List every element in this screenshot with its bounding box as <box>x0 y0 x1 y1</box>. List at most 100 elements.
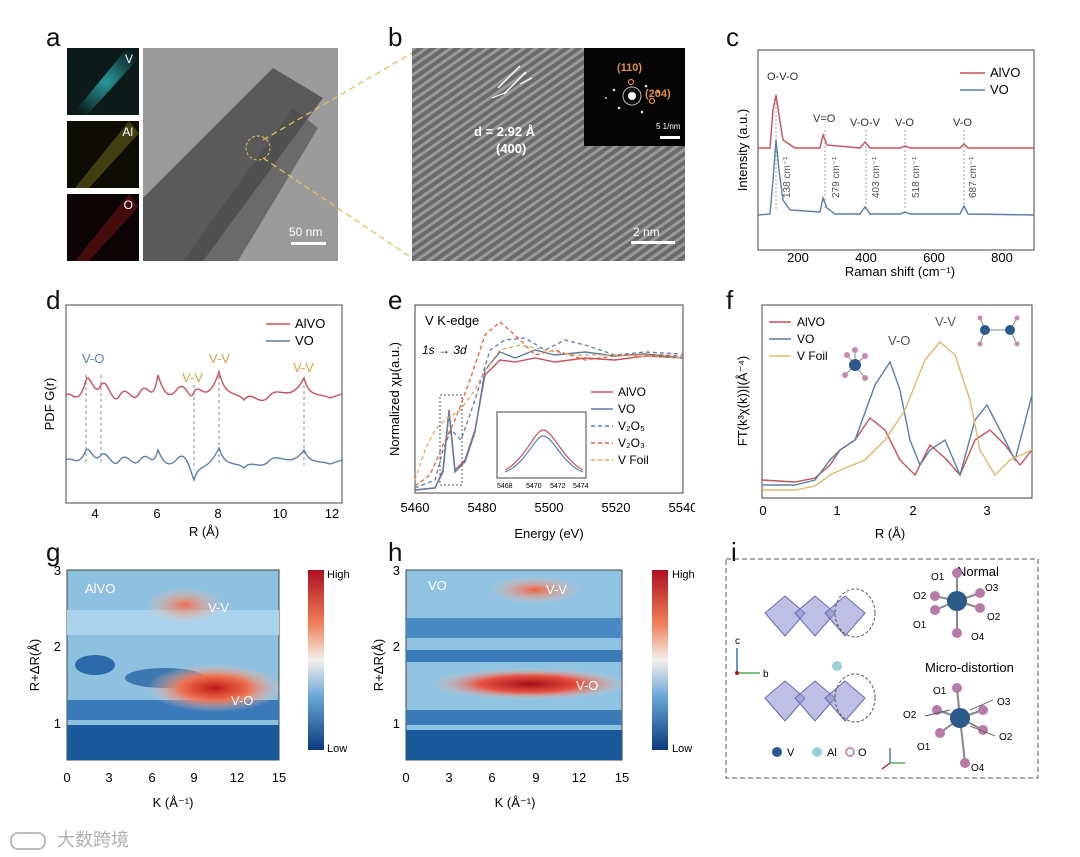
wt-vo-xlabel: K (Å⁻¹) <box>495 795 536 810</box>
raman-xtick-1: 400 <box>855 250 877 265</box>
xanes-legend-v2o5: V₂O₅ <box>618 419 645 433</box>
tem-image-graphic <box>143 48 338 261</box>
panel-label-h: h <box>388 537 403 567</box>
eds-map-al: Al <box>67 121 139 188</box>
exafs-legend-alvo: AlVO <box>797 315 825 329</box>
wt-vo-ytick-1: 2 <box>393 639 400 654</box>
wt-alvo-ytick-1: 2 <box>54 639 61 654</box>
saed-spot-110: (110) <box>617 62 643 74</box>
raman-xtick-0: 200 <box>787 250 809 265</box>
watermark: 大数跨境 <box>10 826 129 852</box>
xanes-xtick-3: 5520 <box>602 500 631 515</box>
vv-cluster-icon <box>977 315 1020 347</box>
pdf-annot-vv-2: V-V <box>209 351 230 366</box>
distort-o-1: O3 <box>997 697 1011 708</box>
wt-alvo-annot-vo: V-O <box>231 693 253 708</box>
pdf-xtick-1: 6 <box>153 506 160 521</box>
exafs-legend-vo: VO <box>797 332 814 346</box>
pdf-xtick-3: 10 <box>273 506 287 521</box>
exafs-series-vfoil <box>762 341 1033 491</box>
pdf-xtick-2: 8 <box>214 506 221 521</box>
wt-alvo-xtick-3: 9 <box>190 770 197 785</box>
pdf-series-vo <box>65 446 343 483</box>
axis-icon <box>735 648 760 675</box>
wt-alvo-cbar-high: High <box>327 569 350 581</box>
raman-legend-alvo: AlVO <box>990 65 1020 80</box>
wt-vo-xtick-5: 15 <box>615 770 629 785</box>
pdf-ylabel: PDF G(r) <box>42 378 57 431</box>
panel-label-g: g <box>46 537 61 567</box>
raman-legend-vo: VO <box>990 82 1009 97</box>
raman-chart: Intensity (a.u.) Raman shift (cm⁻¹) 200 … <box>735 49 1035 279</box>
raman-series-vo <box>757 139 1035 216</box>
wt-vo-name: VO <box>428 578 447 593</box>
wt-vo-cbar-high: High <box>672 569 695 581</box>
xanes-legend-alvo: AlVO <box>618 385 646 399</box>
xanes-xtick-0: 5460 <box>401 500 430 515</box>
wt-vo-colorbar <box>652 570 668 750</box>
pdf-xtick-0: 4 <box>91 506 98 521</box>
xanes-xtick-1: 5480 <box>468 500 497 515</box>
raman-series-alvo <box>758 94 1034 149</box>
structure-normal-label: Normal <box>957 564 999 579</box>
eds-map-o: O <box>67 194 139 261</box>
wt-alvo-annot-vv: V-V <box>208 600 229 615</box>
wt-vo-xtick-0: 0 <box>402 770 409 785</box>
panel-label-b: b <box>388 22 403 52</box>
xanes-xlabel: Energy (eV) <box>514 526 583 541</box>
pdf-series-alvo <box>65 369 343 402</box>
tem-image: 50 nm <box>143 48 338 261</box>
wt-vo-xtick-1: 3 <box>445 770 452 785</box>
normal-o-1: O2 <box>913 591 927 602</box>
distort-o-0: O1 <box>933 686 947 697</box>
wt-vo-xtick-4: 12 <box>572 770 586 785</box>
wt-alvo-chart: AlVO V-V V-O R+ΔR(Å) K (Å⁻¹) 0 3 6 9 12 … <box>27 563 350 810</box>
legend-o: O <box>858 747 867 759</box>
xanes-inset <box>496 411 587 479</box>
saed-graphic <box>605 78 680 139</box>
octahedra-top <box>764 595 866 637</box>
distort-o-3: O2 <box>999 732 1013 743</box>
xanes-arrow-text: 1s → 3d <box>422 343 467 357</box>
vo6-cluster-icon <box>842 347 868 381</box>
eds-label-o: O <box>123 198 133 212</box>
highlight-top <box>834 588 876 638</box>
axis-c: c <box>735 636 740 647</box>
normal-o-5: O4 <box>971 632 985 643</box>
raman-mode-0: O-V-O <box>767 71 799 83</box>
al-atom <box>832 661 842 671</box>
plane-label: (400) <box>496 141 527 156</box>
raman-xticks: 200 400 600 800 <box>787 250 1013 265</box>
pdf-xtick-4: 12 <box>325 506 339 521</box>
watermark-icon <box>10 832 46 851</box>
raman-peak-2: 403 cm⁻¹ <box>871 156 882 198</box>
pdf-annot-vv-3: V-V <box>293 360 314 375</box>
highlight-bottom <box>834 673 876 723</box>
raman-mode-2: V-O-V <box>850 117 881 129</box>
wt-alvo-xtick-5: 15 <box>272 770 286 785</box>
xanes-legend-v2o3: V₂O₃ <box>618 436 645 450</box>
raman-mode-1: V=O <box>813 113 836 125</box>
wt-alvo-cbar-low: Low <box>327 743 347 755</box>
panel-label-i: i <box>731 537 737 567</box>
pdf-chart: PDF G(r) R (Å) 4 6 8 10 12 V-O V-V V-V V… <box>42 304 343 539</box>
xanes-series-vo <box>414 349 684 491</box>
raman-mode-4: V-O <box>953 117 972 129</box>
legend-v: V <box>787 747 795 759</box>
d-spacing-label: d = 2.92 Å <box>474 124 536 139</box>
panel-label-f: f <box>726 285 734 315</box>
exafs-xtick-0: 0 <box>759 503 766 518</box>
hrtem-scale-label: 2 nm <box>633 225 660 239</box>
wt-alvo-xtick-0: 0 <box>63 770 70 785</box>
exafs-annot-vv: V-V <box>935 314 956 329</box>
normal-o-4: O1 <box>913 620 927 631</box>
wt-alvo-xtick-4: 12 <box>230 770 244 785</box>
saed-spot-204: (204) <box>645 88 671 100</box>
pdf-legend-alvo: AlVO <box>295 316 325 331</box>
exafs-series-vo <box>762 360 1033 486</box>
xanes-legend-vo: VO <box>618 402 635 416</box>
distort-o-5: O4 <box>971 763 985 774</box>
xanes-series-v2o5 <box>414 337 684 489</box>
xanes-chart: Normalized χμ(a.u.) Energy (eV) V K-edge… <box>387 304 695 541</box>
wt-vo-ylabel: R+ΔR(Å) <box>371 639 386 691</box>
